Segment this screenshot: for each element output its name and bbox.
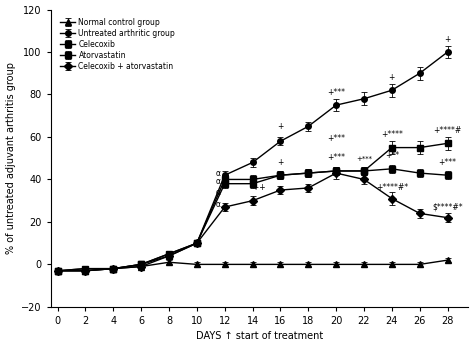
Text: +***: +***: [327, 134, 345, 143]
Text: $****#*: $****#*: [432, 202, 463, 211]
Text: +****#*: +****#*: [376, 183, 408, 192]
Y-axis label: % of untreated adjuvant arthritis group: % of untreated adjuvant arthritis group: [6, 62, 16, 254]
X-axis label: DAYS ↑ start of treatment: DAYS ↑ start of treatment: [196, 331, 323, 341]
Text: +****#: +****#: [433, 126, 462, 135]
Text: +: +: [277, 121, 283, 130]
Text: +***: +***: [438, 158, 456, 167]
Text: α: α: [216, 188, 220, 197]
Text: +: +: [444, 35, 451, 43]
Text: +***: +***: [356, 156, 372, 162]
Text: +**: +**: [385, 151, 399, 160]
Text: +****: +****: [381, 130, 403, 139]
Text: +***: +***: [327, 88, 345, 96]
Text: +: +: [277, 158, 283, 167]
Text: α: α: [216, 169, 220, 178]
Text: +: +: [389, 73, 395, 82]
Text: α: α: [216, 177, 220, 186]
Text: *++: *++: [250, 184, 266, 193]
Text: +***: +***: [327, 153, 345, 162]
Text: α: α: [216, 201, 220, 210]
Legend: Normal control group, Untreated arthritic group, Celecoxib, Atorvastatin, Celeco: Normal control group, Untreated arthriti…: [59, 16, 177, 72]
